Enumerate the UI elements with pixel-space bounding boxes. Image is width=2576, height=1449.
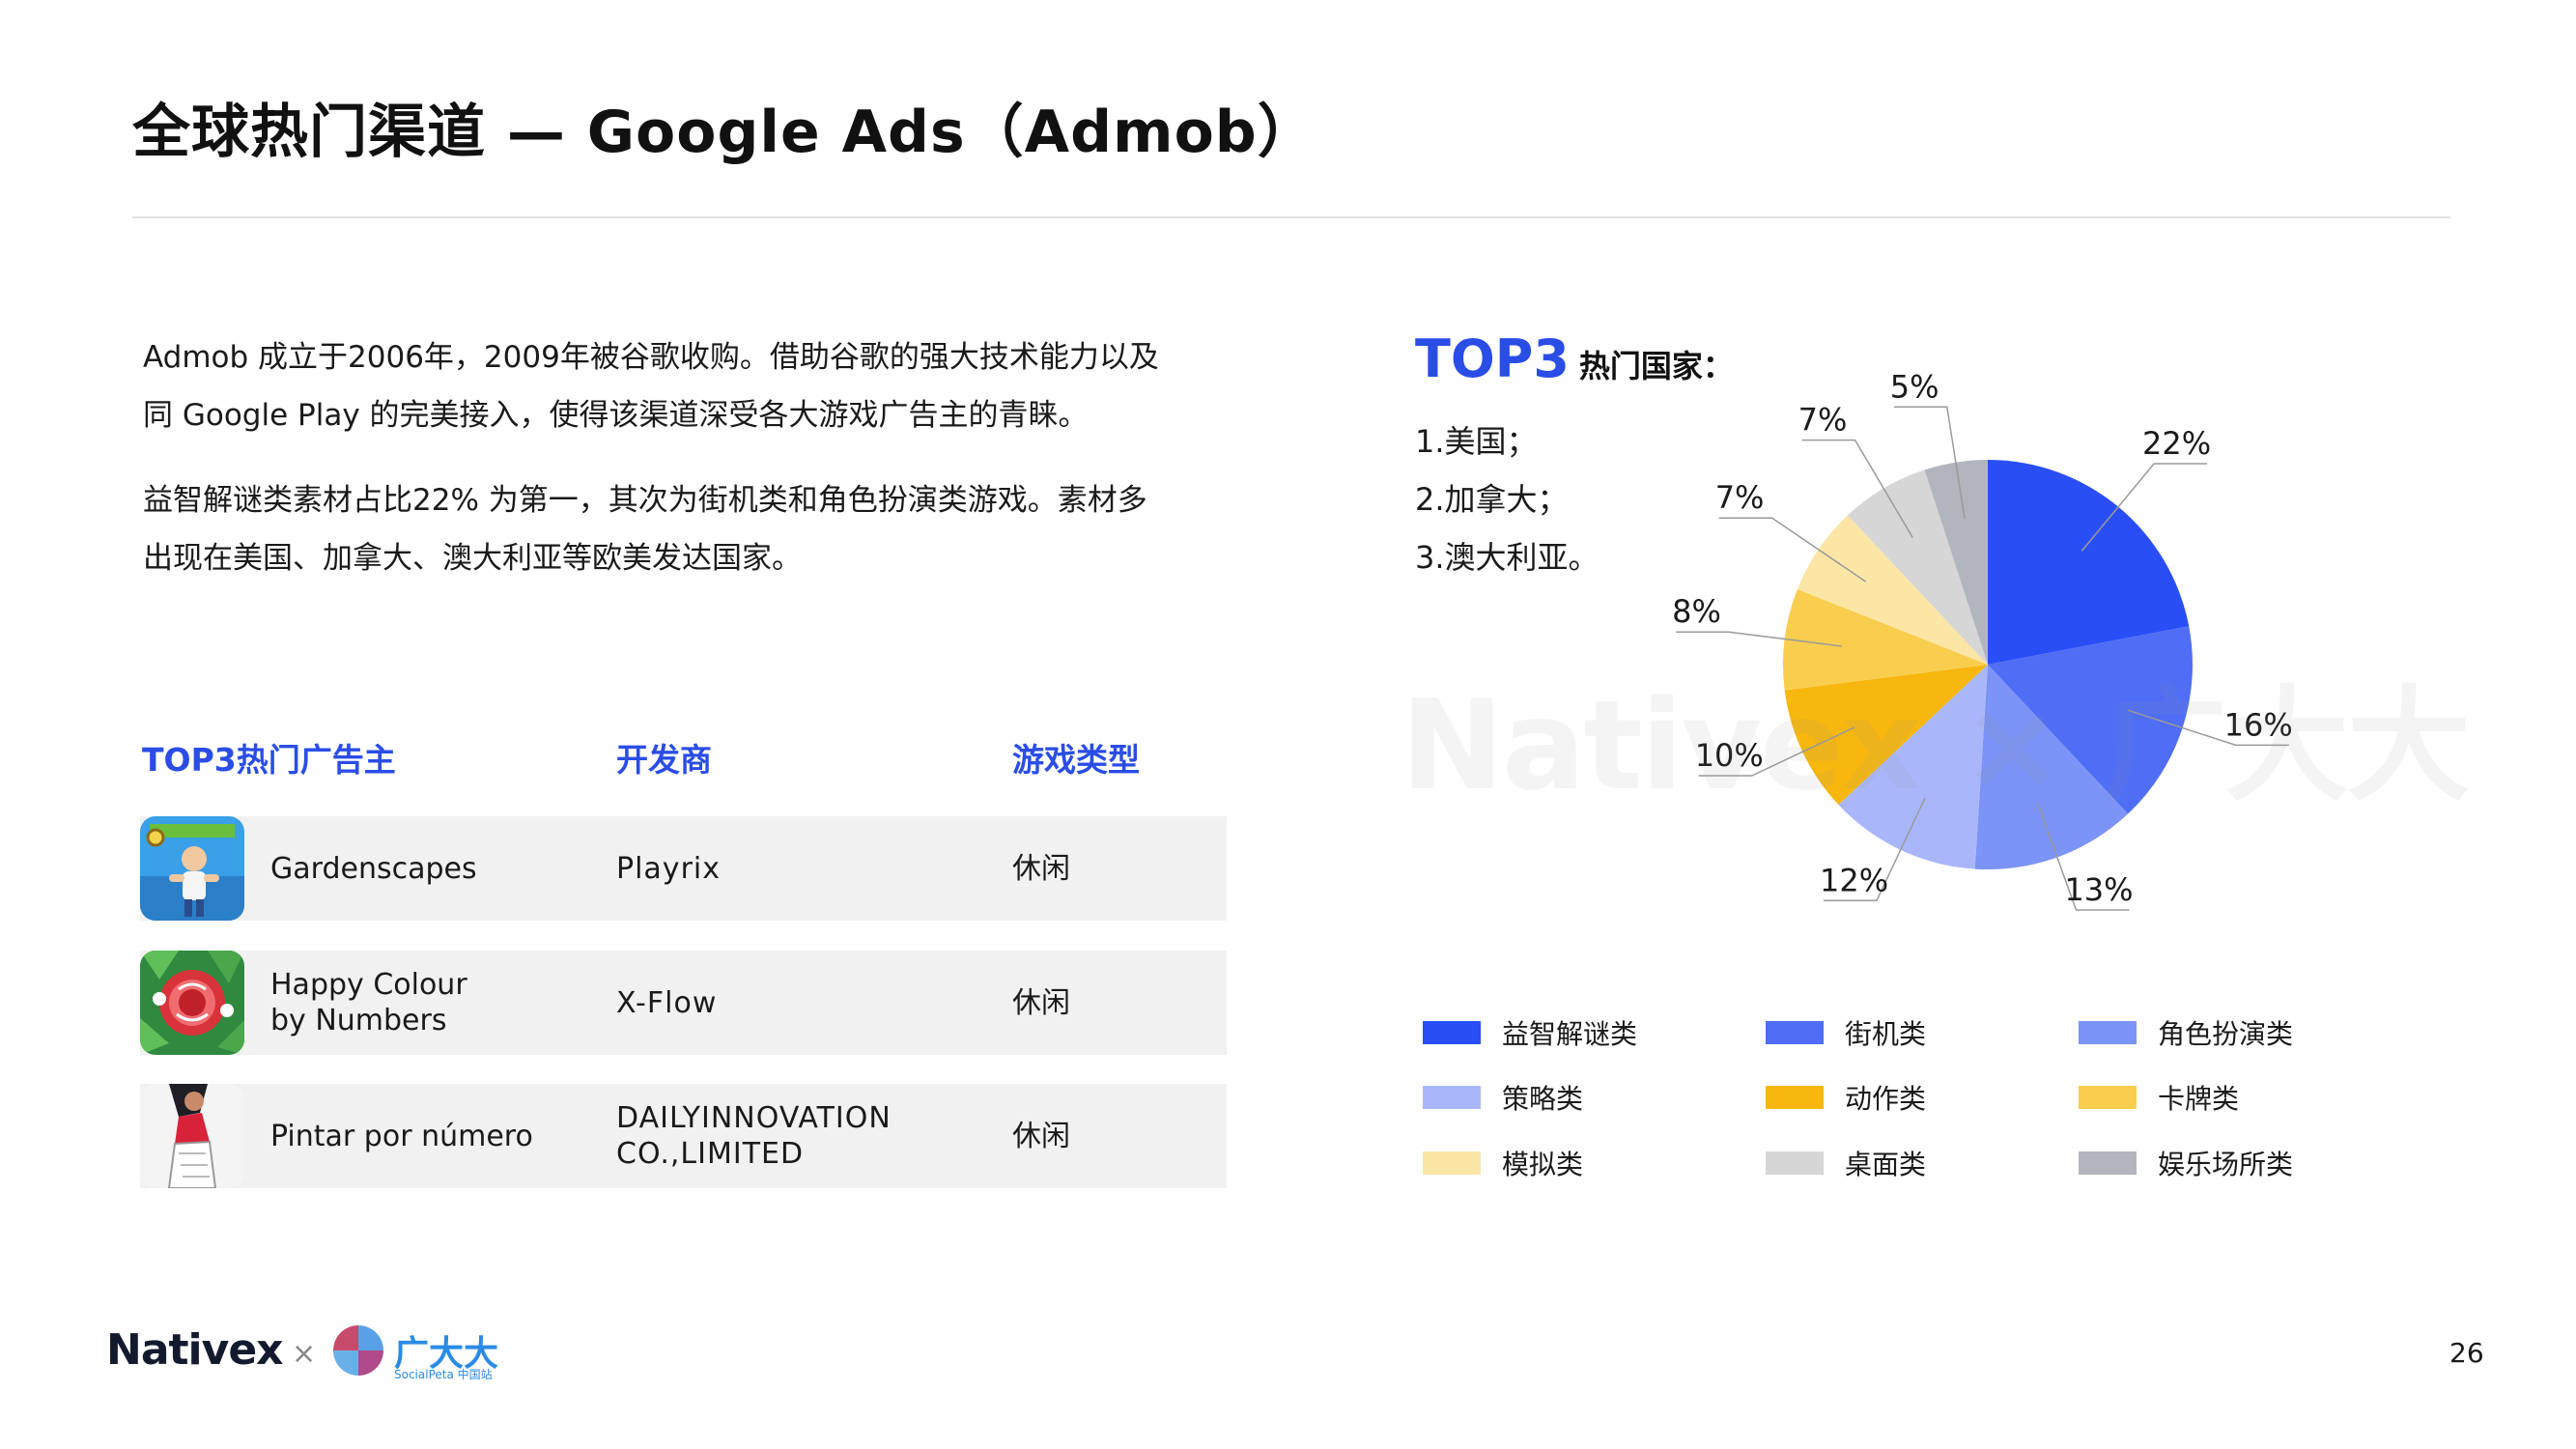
pie-data-label: 22% — [2142, 425, 2211, 462]
pintar-icon — [140, 1084, 244, 1188]
leader-line — [2127, 709, 2289, 747]
legend-label: 卡牌类 — [2158, 1083, 2240, 1115]
nativex-logo: Nativex — [106, 1325, 284, 1375]
title-divider — [132, 216, 2450, 218]
legend-item: 街机类 — [1766, 1013, 1926, 1052]
pie-slice — [1847, 469, 1988, 665]
pie-slice — [1988, 626, 2193, 814]
legend-label: 桌面类 — [1845, 1149, 1927, 1180]
leader-line — [1824, 797, 1926, 902]
row-app-name: Gardenscapes — [270, 851, 477, 886]
leader-line — [2036, 803, 2130, 911]
row-game-type: 休闲 — [1012, 851, 1070, 886]
legend-item: 模拟类 — [1423, 1144, 1583, 1182]
pie-slice — [1974, 665, 2129, 869]
page-title: 全球热门渠道 — Google Ads（Admob） — [132, 99, 1316, 166]
pie-data-label: 10% — [1695, 737, 1764, 774]
leader-line — [2081, 463, 2208, 552]
leader-line — [1698, 726, 1855, 777]
intro-para1-line2: 同 Google Play 的完美接入，使得该渠道深受各大游戏广告主的青睐。 — [143, 398, 1089, 433]
legend-swatch — [1423, 1151, 1481, 1175]
chart-watermark: Nativex × 广大大 — [1401, 674, 2471, 818]
table-header-game-type: 游戏类型 — [1012, 741, 1140, 779]
country-item: 1.美国； — [1415, 423, 1538, 460]
pie-data-label: 16% — [2224, 706, 2293, 743]
legend-swatch — [2079, 1151, 2137, 1175]
top3-sub-label: 热门国家： — [1578, 348, 1734, 384]
top3-label: TOP3 — [1415, 328, 1570, 389]
pie-slice — [1784, 665, 1988, 806]
leader-line — [1801, 439, 1913, 538]
legend-label: 娱乐场所类 — [2158, 1149, 2294, 1180]
table-row: Gardenscapes Playrix 休闲 — [140, 816, 1227, 921]
row-app-name: Pintar por número — [270, 1119, 533, 1153]
pie-data-label: 12% — [1820, 862, 1888, 898]
happy-colour-icon — [140, 951, 244, 1055]
intro-paragraph-1: Admob 成立于2006年，2009年被谷歌收购。借助谷歌的强大技术能力以及 … — [143, 328, 1225, 444]
legend-label: 益智解谜类 — [1502, 1018, 1638, 1050]
pie-data-label: 13% — [2064, 871, 2133, 908]
pie-slice — [1924, 460, 1988, 665]
row-game-type: 休闲 — [1012, 985, 1070, 1020]
country-item: 2.加拿大； — [1415, 481, 1569, 518]
intro-paragraph-2: 益智解谜类素材占比22% 为第一，其次为街机类和角色扮演类游戏。素材多 出现在美… — [143, 471, 1225, 587]
gardenscapes-icon — [140, 816, 244, 921]
pie-slice — [1988, 460, 2190, 665]
pie-data-label: 7% — [1798, 402, 1848, 439]
table-header-advertiser: TOP3热门广告主 — [142, 741, 396, 779]
legend-item: 娱乐场所类 — [2079, 1144, 2293, 1182]
intro-para2-line2: 出现在美国、加拿大、澳大利亚等欧美发达国家。 — [143, 541, 802, 576]
row-app-name: Happy Colour by Numbers — [270, 968, 467, 1037]
legend-swatch — [1766, 1086, 1824, 1109]
intro-para2-line1: 益智解谜类素材占比22% 为第一，其次为街机类和角色扮演类游戏。素材多 — [143, 483, 1147, 518]
row-developer: DAILYINNOVATION CO.,LIMITED — [616, 1101, 892, 1171]
legend-swatch — [1423, 1086, 1481, 1109]
legend-item: 角色扮演类 — [2079, 1013, 2293, 1052]
legend-swatch — [2079, 1086, 2137, 1109]
legend-label: 模拟类 — [1502, 1149, 1584, 1180]
legend-swatch — [1766, 1021, 1824, 1044]
legend-swatch — [1766, 1151, 1824, 1175]
table-row: Happy Colour by Numbers X-Flow 休闲 — [140, 951, 1227, 1055]
footer-separator: × — [292, 1337, 317, 1371]
legend-swatch — [1423, 1021, 1481, 1044]
row-game-type: 休闲 — [1012, 1119, 1070, 1153]
leader-line — [1718, 517, 1867, 582]
country-item: 3.澳大利亚。 — [1415, 539, 1599, 576]
top3-countries-heading: TOP3 热门国家： — [1415, 328, 1734, 389]
socialpeta-brand-sub: SocialPeta 中国站 — [394, 1368, 493, 1381]
pie-data-label: 8% — [1672, 593, 1721, 630]
pie-data-label: 5% — [1890, 368, 1939, 405]
intro-para1-line1: Admob 成立于2006年，2009年被谷歌收购。借助谷歌的强大技术能力以及 — [143, 340, 1159, 375]
page-number: 26 — [2449, 1337, 2484, 1369]
socialpeta-logo-icon — [333, 1325, 383, 1376]
leader-line — [1893, 406, 1966, 520]
row-developer: X-Flow — [616, 985, 718, 1020]
legend-label: 动作类 — [1845, 1083, 1927, 1115]
legend-item: 卡牌类 — [2079, 1078, 2239, 1117]
pie-slice — [1797, 515, 1988, 665]
pie-slice — [1782, 588, 1988, 691]
row-developer: Playrix — [616, 851, 721, 886]
leader-line — [1676, 631, 1842, 647]
legend-label: 角色扮演类 — [2158, 1018, 2294, 1050]
pie-slice — [1838, 665, 1988, 869]
legend-label: 策略类 — [1502, 1083, 1584, 1115]
socialpeta-brand: 广大大 — [394, 1334, 499, 1374]
legend-swatch — [2079, 1021, 2137, 1044]
legend-item: 益智解谜类 — [1423, 1013, 1637, 1052]
legend-label: 街机类 — [1845, 1018, 1927, 1050]
legend-item: 桌面类 — [1766, 1144, 1926, 1182]
legend-item: 策略类 — [1423, 1078, 1583, 1117]
table-header-developer: 开发商 — [616, 741, 712, 779]
legend-item: 动作类 — [1766, 1078, 1926, 1117]
pie-data-label: 7% — [1715, 479, 1765, 516]
table-row: Pintar por número DAILYINNOVATION CO.,LI… — [140, 1084, 1227, 1188]
